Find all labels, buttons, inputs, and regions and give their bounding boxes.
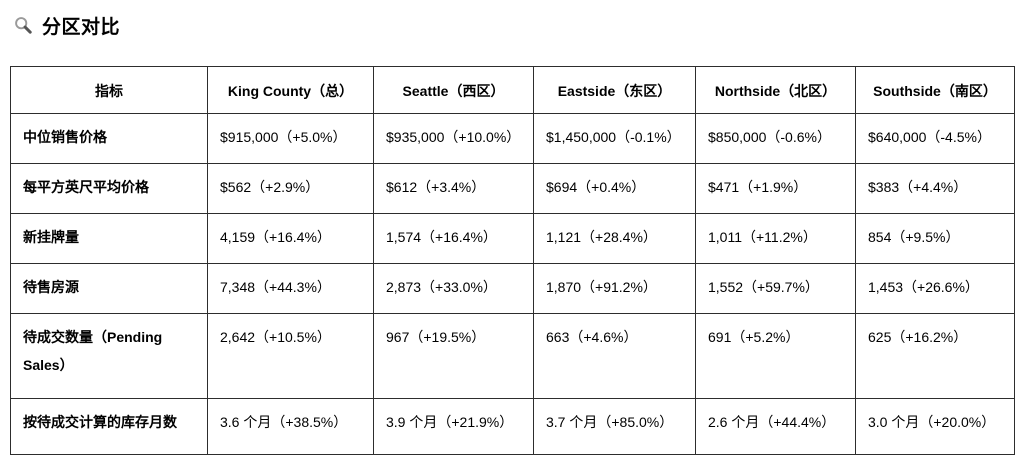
table-row-avg-price-per-sqft: 每平方英尺平均价格 $562（+2.9%） $612（+3.4%） $694（+… xyxy=(10,163,1015,214)
cell: 691（+5.2%） xyxy=(695,313,856,399)
column-header-southside: Southside（南区） xyxy=(855,66,1015,114)
column-header-seattle: Seattle（西区） xyxy=(373,66,534,114)
cell: 7,348（+44.3%） xyxy=(207,263,374,314)
table-row-months-of-inventory: 按待成交计算的库存月数 3.6 个月（+38.5%） 3.9 个月（+21.9%… xyxy=(10,398,1015,455)
cell: 1,121（+28.4%） xyxy=(533,213,696,264)
cell: 1,870（+91.2%） xyxy=(533,263,696,314)
cell: $562（+2.9%） xyxy=(207,163,374,214)
row-label: 中位销售价格 xyxy=(10,113,208,164)
row-label: 每平方英尺平均价格 xyxy=(10,163,208,214)
column-header-northside: Northside（北区） xyxy=(695,66,856,114)
column-header-eastside: Eastside（东区） xyxy=(533,66,696,114)
cell: $1,450,000（-0.1%） xyxy=(533,113,696,164)
column-header-metric: 指标 xyxy=(10,66,208,114)
cell: 3.0 个月（+20.0%） xyxy=(855,398,1015,455)
cell: 1,453（+26.6%） xyxy=(855,263,1015,314)
table-row-active-inventory: 待售房源 7,348（+44.3%） 2,873（+33.0%） 1,870（+… xyxy=(10,263,1015,314)
row-label: 按待成交计算的库存月数 xyxy=(10,398,208,455)
table-row-new-listings: 新挂牌量 4,159（+16.4%） 1,574（+16.4%） 1,121（+… xyxy=(10,213,1015,264)
cell: 2,642（+10.5%） xyxy=(207,313,374,399)
cell: 3.6 个月（+38.5%） xyxy=(207,398,374,455)
column-header-king-county: King County（总） xyxy=(207,66,374,114)
row-label: 待售房源 xyxy=(10,263,208,314)
cell: $850,000（-0.6%） xyxy=(695,113,856,164)
cell: $694（+0.4%） xyxy=(533,163,696,214)
cell: 663（+4.6%） xyxy=(533,313,696,399)
cell: 3.7 个月（+85.0%） xyxy=(533,398,696,455)
district-comparison-table: 指标 King County（总） Seattle（西区） Eastside（东… xyxy=(10,66,1015,455)
page-title: 分区对比 xyxy=(42,17,121,38)
table-row-median-sale-price: 中位销售价格 $915,000（+5.0%） $935,000（+10.0%） … xyxy=(10,113,1015,164)
cell: 3.9 个月（+21.9%） xyxy=(373,398,534,455)
table-row-pending-sales: 待成交数量（Pending Sales） 2,642（+10.5%） 967（+… xyxy=(10,313,1015,399)
cell: 2.6 个月（+44.4%） xyxy=(695,398,856,455)
magnifier-icon xyxy=(14,16,33,35)
cell: 854（+9.5%） xyxy=(855,213,1015,264)
row-label: 待成交数量（Pending Sales） xyxy=(10,313,208,399)
cell: 1,011（+11.2%） xyxy=(695,213,856,264)
section-title: 分区对比 xyxy=(14,12,1014,39)
cell: 1,552（+59.7%） xyxy=(695,263,856,314)
cell: $915,000（+5.0%） xyxy=(207,113,374,164)
cell: 625（+16.2%） xyxy=(855,313,1015,399)
cell: 2,873（+33.0%） xyxy=(373,263,534,314)
cell: $640,000（-4.5%） xyxy=(855,113,1015,164)
row-label: 新挂牌量 xyxy=(10,213,208,264)
cell: $935,000（+10.0%） xyxy=(373,113,534,164)
cell: $612（+3.4%） xyxy=(373,163,534,214)
cell: 1,574（+16.4%） xyxy=(373,213,534,264)
cell: 967（+19.5%） xyxy=(373,313,534,399)
cell: $383（+4.4%） xyxy=(855,163,1015,214)
cell: $471（+1.9%） xyxy=(695,163,856,214)
cell: 4,159（+16.4%） xyxy=(207,213,374,264)
header-row: 指标 King County（总） Seattle（西区） Eastside（东… xyxy=(10,66,1015,114)
